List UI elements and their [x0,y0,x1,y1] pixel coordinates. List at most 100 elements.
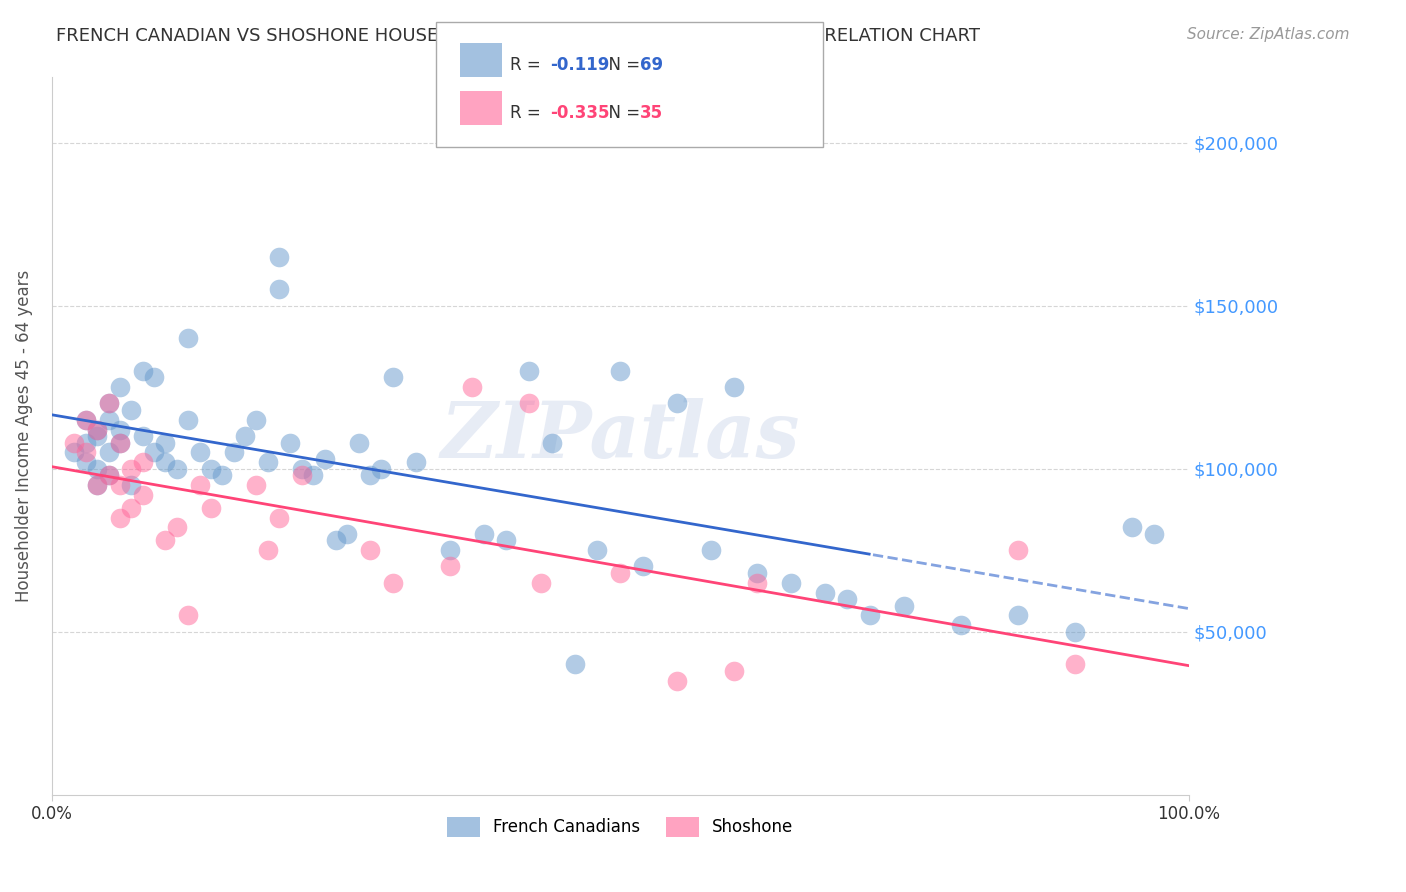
Point [245,413,267,427]
Point [188,445,211,459]
Point [359,468,381,483]
Point [200,500,222,515]
Point [495,533,517,548]
Point [155,533,177,548]
Point [256,455,278,469]
Point [370,461,392,475]
Point [723,664,745,678]
Text: ZIPatlas: ZIPatlas [440,398,800,475]
Point [97,396,120,410]
Point [86,423,108,437]
Point [439,543,461,558]
Point [336,527,359,541]
Point [131,429,153,443]
Point [211,468,233,483]
Text: FRENCH CANADIAN VS SHOSHONE HOUSEHOLDER INCOME AGES 45 - 64 YEARS CORRELATION CH: FRENCH CANADIAN VS SHOSHONE HOUSEHOLDER … [56,27,980,45]
Text: N =: N = [598,104,645,122]
Point [291,468,314,483]
Point [280,435,302,450]
Point [108,423,131,437]
Point [814,585,837,599]
Point [86,429,108,443]
Point [837,592,859,607]
Point [108,380,131,394]
Point [381,370,404,384]
Point [586,543,609,558]
Text: -0.119: -0.119 [550,55,609,74]
Text: -0.335: -0.335 [550,104,609,122]
Text: R =: R = [510,55,547,74]
Point [120,478,142,492]
Point [1063,657,1085,672]
Point [63,445,86,459]
Point [665,396,688,410]
Point [381,575,404,590]
Point [120,403,142,417]
Point [472,527,495,541]
Point [461,380,484,394]
Point [97,468,120,483]
Point [86,478,108,492]
Point [143,370,166,384]
Point [1063,624,1085,639]
Text: R =: R = [510,104,547,122]
Point [256,543,278,558]
Point [609,566,631,580]
Point [745,566,768,580]
Point [302,468,325,483]
Point [143,445,166,459]
Point [245,478,267,492]
Point [177,331,200,345]
Point [97,413,120,427]
Y-axis label: Householder Income Ages 45 - 64 years: Householder Income Ages 45 - 64 years [15,270,32,602]
Point [859,608,882,623]
Point [155,455,177,469]
Point [439,559,461,574]
Point [108,510,131,524]
Point [665,673,688,688]
Point [1121,520,1143,534]
Point [188,478,211,492]
Point [779,575,801,590]
Point [609,364,631,378]
Point [233,429,256,443]
Point [631,559,654,574]
Point [517,364,540,378]
Point [108,435,131,450]
Point [86,461,108,475]
Point [564,657,586,672]
Point [177,608,200,623]
Point [155,435,177,450]
Point [517,396,540,410]
Point [75,455,97,469]
Point [269,250,291,264]
Point [745,575,768,590]
Text: 35: 35 [640,104,662,122]
Point [529,575,551,590]
Point [177,413,200,427]
Point [291,461,314,475]
Point [63,435,86,450]
Text: N =: N = [598,55,645,74]
Point [75,445,97,459]
Point [950,618,973,632]
Point [405,455,427,469]
Point [86,423,108,437]
Point [131,364,153,378]
Point [120,461,142,475]
Point [269,510,291,524]
Point [314,451,336,466]
Point [700,543,723,558]
Point [131,488,153,502]
Point [75,435,97,450]
Point [325,533,347,548]
Point [222,445,245,459]
Point [200,461,222,475]
Point [166,461,188,475]
Point [166,520,188,534]
Point [97,396,120,410]
Point [1143,527,1166,541]
Point [97,445,120,459]
Point [120,500,142,515]
Point [108,435,131,450]
